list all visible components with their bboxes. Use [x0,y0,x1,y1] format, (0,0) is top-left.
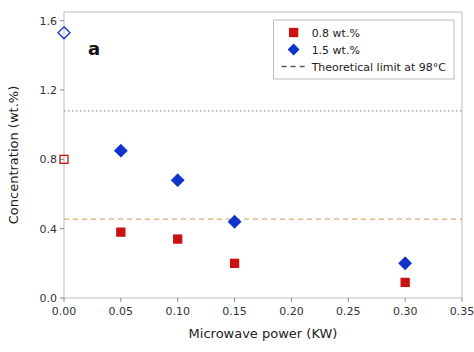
point [172,174,184,186]
plot-frame [64,12,462,298]
legend-label: 0.8 wt.% [312,27,360,40]
legend-marker [289,45,299,55]
x-tick-label: 0.20 [279,305,304,318]
point [115,145,127,157]
x-tick-label: 0.35 [450,305,474,318]
x-tick [291,298,292,302]
point [401,278,409,286]
series [60,155,409,286]
x-tick [462,298,463,302]
x-tick [348,298,349,302]
x-tick [64,298,65,302]
point [60,155,68,163]
reference-line [64,110,462,111]
x-axis-label: Microwave power (KW) [189,326,338,341]
x-tick-label: 0.25 [336,305,361,318]
x-tick-label: 0.15 [222,305,247,318]
y-tick-label: 0.8 [40,153,58,166]
y-axis-label: Concentration (wt.%) [6,86,21,224]
point [229,216,241,228]
y-tick-label: 1.6 [40,15,58,28]
point [117,228,125,236]
legend-label: 1.5 wt.% [312,44,360,57]
x-tick [234,298,235,302]
point [58,27,70,39]
reference-line [64,219,462,220]
legend: 0.8 wt.% 1.5 wt.% Theoretical limit at 98°… [274,20,454,79]
reference-lines [64,111,462,219]
y-tick [60,228,64,229]
x-tick [120,298,121,302]
y-tick-label: 0.4 [40,223,58,236]
y-tick-label: 0.0 [40,292,58,305]
annotation: a [88,38,100,59]
chart: 0.00 0.05 0.10 0.15 0.20 0.25 0.30 0.35 0.0 0.4 0.… [0,0,474,352]
point [174,235,182,243]
x-tick-label: 0.00 [52,305,77,318]
x-tick-label: 0.10 [165,305,190,318]
x-tick [405,298,406,302]
x-tick-label: 0.05 [109,305,134,318]
y-tick [60,298,64,299]
legend-marker [290,29,298,37]
point [399,257,411,269]
legend-line [282,66,306,67]
y-tick [60,20,64,21]
axis-ticks: 0.00 0.05 0.10 0.15 0.20 0.25 0.30 0.35 0.0 0.4 0.… [40,15,474,318]
point [231,259,239,267]
y-tick-label: 1.2 [40,84,58,97]
x-tick [177,298,178,302]
x-tick-label: 0.30 [393,305,418,318]
y-tick [60,90,64,91]
legend-label: Theoretical limit at 98°C [311,61,447,74]
legend-box [274,20,454,79]
